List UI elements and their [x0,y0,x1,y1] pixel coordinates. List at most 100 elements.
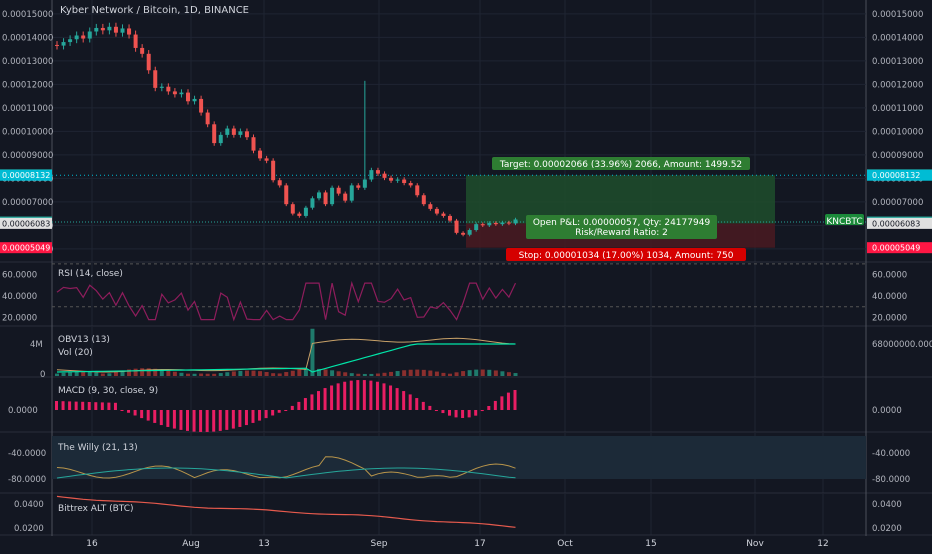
volume-bar [179,372,184,376]
macd-histogram-bar [513,390,517,410]
willy-tick-right: -80.0000 [872,475,910,485]
macd-histogram-bar [146,410,150,421]
rsi-tick-right: 40.0000 [872,292,907,302]
rsi-line [56,280,517,322]
candle-body [317,192,321,199]
symbol-tag-text: KNCBTC [826,217,862,227]
price-badge-right [867,242,932,254]
macd-histogram-bar [297,401,301,410]
candle-body [140,47,145,54]
willy-label: The Willy (21, 13) [57,443,138,453]
rsi-tick-left: 40.0000 [2,292,37,302]
macd-histogram-bar [100,402,104,410]
macd-histogram-bar [258,410,262,421]
x-tick-label: 12 [817,539,828,549]
macd-histogram-bar [349,380,353,410]
candle-body [238,131,243,135]
macd-histogram-bar [186,410,189,431]
y-tick-label-right: 0.00013000 [872,57,923,67]
price-badge-right-text: 0.00005049 [872,244,920,253]
candle-body [454,220,459,233]
volume-bar [146,368,151,376]
macd-histogram-bar [166,410,170,427]
candle-body [402,179,407,184]
volume-bar [133,368,138,376]
macd-histogram-bar [238,410,242,427]
candle-body [244,131,249,138]
candle-body [356,185,361,188]
candle-body [179,92,184,95]
macd-histogram-bar [362,380,366,410]
willy-tick-left: -40.0000 [8,449,46,459]
macd-histogram-bar [179,410,183,430]
macd-histogram-bar [94,402,98,410]
macd-histogram-bar [225,410,229,430]
candle-body [303,207,308,216]
macd-histogram-bar [474,410,478,416]
y-tick-label-left: 0.00010000 [2,127,53,137]
macd-histogram-bar [323,388,327,410]
volume-bar [172,371,177,376]
volume-bar [212,373,217,376]
macd-histogram-bar [159,410,163,426]
volume-bar [513,373,518,376]
candle-body [113,26,118,33]
rsi-label: RSI (14, close) [58,269,123,279]
candle-body [343,193,348,201]
macd-histogram-bar [81,401,85,410]
macd-label: MACD (9, 30, close, 9) [58,386,158,396]
obv-tick-left: 0 [40,370,45,380]
macd-histogram-bar [441,410,445,414]
y-tick-label-left: 0.00014000 [2,33,53,43]
y-tick-label-left: 0.00011000 [2,104,53,114]
volume-bar [87,371,92,376]
x-tick-label: 17 [474,539,485,549]
price-badge-right [867,169,932,181]
volume-bar [421,369,426,376]
macd-histogram-bar [317,391,320,410]
macd-histogram-bar [343,381,347,410]
volume-bar [428,370,433,376]
volume-bar [244,370,249,376]
macd-histogram-bar [500,396,504,410]
price-badge-left [0,242,52,254]
candle-body [68,39,73,43]
candle-body [186,92,190,102]
macd-histogram-bar [310,394,314,410]
candle-body [428,204,433,209]
price-badge-right [867,217,932,229]
volume-bar [448,373,452,376]
candle-body [218,134,223,144]
macd-histogram-bar [493,400,497,410]
candle-body [506,222,511,224]
volume-bar [271,373,276,376]
candle-body [212,124,217,144]
volume-bar [199,373,204,376]
volume-bar [408,369,413,376]
volume-bar [251,370,256,376]
macd-histogram-bar [231,410,235,429]
volume-bar [81,371,86,376]
macd-histogram-bar [113,402,117,410]
candle-body [205,112,210,125]
stop-label-text: Stop: 0.00001034 (17.00%) 1034, Amount: … [519,251,734,261]
macd-histogram-bar [415,398,419,410]
volume-bar [264,371,269,376]
volume-bar [205,373,210,376]
target-label-box [492,157,750,170]
macd-histogram-bar [218,410,222,431]
volume-bar [94,372,99,376]
volume-bar [454,372,459,376]
macd-histogram-bar [87,402,91,410]
volume-bar [362,373,367,376]
volume-bar [375,373,380,376]
macd-histogram-bar [480,410,484,412]
volume-bar [500,371,505,376]
volume-bar [297,369,302,376]
candle-body [487,222,492,226]
pnl-label-box [526,215,717,239]
candle-body [474,224,479,231]
volume-bar [441,372,446,376]
